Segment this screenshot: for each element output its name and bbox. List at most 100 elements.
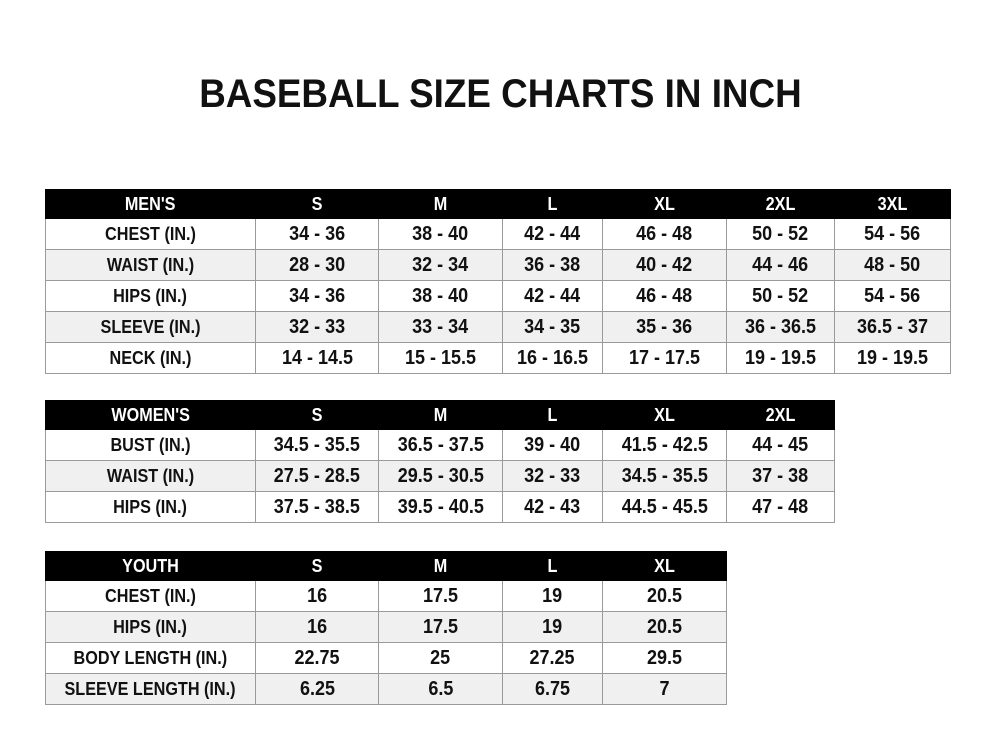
table-row: CHEST (IN.) 34 - 36 38 - 40 42 - 44 46 - 48 5…: [45, 218, 951, 250]
header-row: YOUTH S M L XL: [45, 551, 727, 581]
size-value: 44.5 - 45.5: [602, 491, 727, 523]
size-value: 17.5: [378, 611, 503, 643]
size-value: 47 - 48: [726, 491, 835, 523]
table-row: WAIST (IN.) 27.5 - 28.5 29.5 - 30.5 32 - 33…: [45, 460, 835, 492]
size-value: 50 - 52: [726, 280, 835, 312]
category-header: WOMEN'S: [45, 400, 256, 430]
size-value: 39.5 - 40.5: [378, 491, 503, 523]
size-value: 6.5: [378, 673, 503, 705]
size-value: 33 - 34: [378, 311, 503, 343]
size-header: M: [378, 551, 503, 581]
size-header: L: [502, 189, 603, 219]
size-value: 27.5 - 28.5: [255, 460, 379, 492]
size-header: XL: [602, 400, 727, 430]
size-header: 3XL: [834, 189, 951, 219]
size-value: 37.5 - 38.5: [255, 491, 379, 523]
size-value: 7: [602, 673, 727, 705]
measurement-label: WAIST (IN.): [45, 249, 256, 281]
measurement-label: NECK (IN.): [45, 342, 256, 374]
size-value: 46 - 48: [602, 280, 727, 312]
size-header: M: [378, 189, 503, 219]
size-value: 17 - 17.5: [602, 342, 727, 374]
size-value: 27.25: [502, 642, 603, 674]
size-value: 28 - 30: [255, 249, 379, 281]
size-value: 36.5 - 37: [834, 311, 951, 343]
size-value: 34 - 36: [255, 218, 379, 250]
size-value: 16: [255, 580, 379, 612]
size-value: 42 - 44: [502, 280, 603, 312]
size-header: M: [378, 400, 503, 430]
size-value: 34 - 35: [502, 311, 603, 343]
size-value: 6.75: [502, 673, 603, 705]
size-value: 19 - 19.5: [726, 342, 835, 374]
size-value: 29.5: [602, 642, 727, 674]
size-header: L: [502, 551, 603, 581]
size-value: 42 - 43: [502, 491, 603, 523]
table-row: CHEST (IN.) 16 17.5 19 20.5: [45, 580, 727, 612]
size-value: 14 - 14.5: [255, 342, 379, 374]
size-value: 34.5 - 35.5: [255, 429, 379, 461]
measurement-label: BUST (IN.): [45, 429, 256, 461]
size-value: 36 - 36.5: [726, 311, 835, 343]
size-header: S: [255, 189, 379, 219]
size-header: 2XL: [726, 400, 835, 430]
table-row: HIPS (IN.) 34 - 36 38 - 40 42 - 44 46 - 48 50…: [45, 280, 951, 312]
size-value: 48 - 50: [834, 249, 951, 281]
size-header: S: [255, 400, 379, 430]
size-value: 20.5: [602, 580, 727, 612]
size-value: 35 - 36: [602, 311, 727, 343]
size-value: 37 - 38: [726, 460, 835, 492]
size-value: 16: [255, 611, 379, 643]
size-value: 44 - 45: [726, 429, 835, 461]
measurement-label: HIPS (IN.): [45, 611, 256, 643]
size-value: 38 - 40: [378, 218, 503, 250]
size-value: 34.5 - 35.5: [602, 460, 727, 492]
size-value: 50 - 52: [726, 218, 835, 250]
size-value: 20.5: [602, 611, 727, 643]
page-title: BASEBALL SIZE CHARTS IN INCH: [198, 72, 802, 116]
size-value: 29.5 - 30.5: [378, 460, 503, 492]
header-row: WOMEN'S S M L XL 2XL: [45, 400, 835, 430]
size-value: 32 - 33: [502, 460, 603, 492]
size-value: 54 - 56: [834, 280, 951, 312]
size-value: 6.25: [255, 673, 379, 705]
measurement-label: HIPS (IN.): [45, 280, 256, 312]
size-value: 39 - 40: [502, 429, 603, 461]
size-header: 2XL: [726, 189, 835, 219]
measurement-label: HIPS (IN.): [45, 491, 256, 523]
size-value: 22.75: [255, 642, 379, 674]
header-row: MEN'S S M L XL 2XL 3XL: [45, 189, 951, 219]
measurement-label: WAIST (IN.): [45, 460, 256, 492]
measurement-label: SLEEVE LENGTH (IN.): [45, 673, 256, 705]
table-row: BODY LENGTH (IN.) 22.75 25 27.25 29.5: [45, 642, 727, 674]
size-header: L: [502, 400, 603, 430]
size-value: 32 - 33: [255, 311, 379, 343]
category-header: YOUTH: [45, 551, 256, 581]
size-value: 19: [502, 611, 603, 643]
table-row: HIPS (IN.) 16 17.5 19 20.5: [45, 611, 727, 643]
size-header: S: [255, 551, 379, 581]
table-row: NECK (IN.) 14 - 14.5 15 - 15.5 16 - 16.5 17 …: [45, 342, 951, 374]
category-header: MEN'S: [45, 189, 256, 219]
size-value: 25: [378, 642, 503, 674]
measurement-label: SLEEVE (IN.): [45, 311, 256, 343]
size-value: 38 - 40: [378, 280, 503, 312]
measurement-label: CHEST (IN.): [45, 580, 256, 612]
size-header: XL: [602, 551, 727, 581]
table-row: BUST (IN.) 34.5 - 35.5 36.5 - 37.5 39 - 40 4…: [45, 429, 835, 461]
table-row: SLEEVE (IN.) 32 - 33 33 - 34 34 - 35 35 - 36…: [45, 311, 951, 343]
size-value: 44 - 46: [726, 249, 835, 281]
size-value: 40 - 42: [602, 249, 727, 281]
size-value: 54 - 56: [834, 218, 951, 250]
size-value: 34 - 36: [255, 280, 379, 312]
size-value: 42 - 44: [502, 218, 603, 250]
table-row: SLEEVE LENGTH (IN.) 6.25 6.5 6.75 7: [45, 673, 727, 705]
mens-size-table: MEN'S S M L XL 2XL 3XL CHEST (IN.) 34 - 36 38 - 4…: [45, 189, 951, 374]
youth-size-table: YOUTH S M L XL CHEST (IN.) 16 17.5 19 20.5 HIPS (I…: [45, 551, 727, 705]
size-value: 19 - 19.5: [834, 342, 951, 374]
measurement-label: CHEST (IN.): [45, 218, 256, 250]
size-value: 15 - 15.5: [378, 342, 503, 374]
size-value: 16 - 16.5: [502, 342, 603, 374]
size-value: 19: [502, 580, 603, 612]
size-header: XL: [602, 189, 727, 219]
